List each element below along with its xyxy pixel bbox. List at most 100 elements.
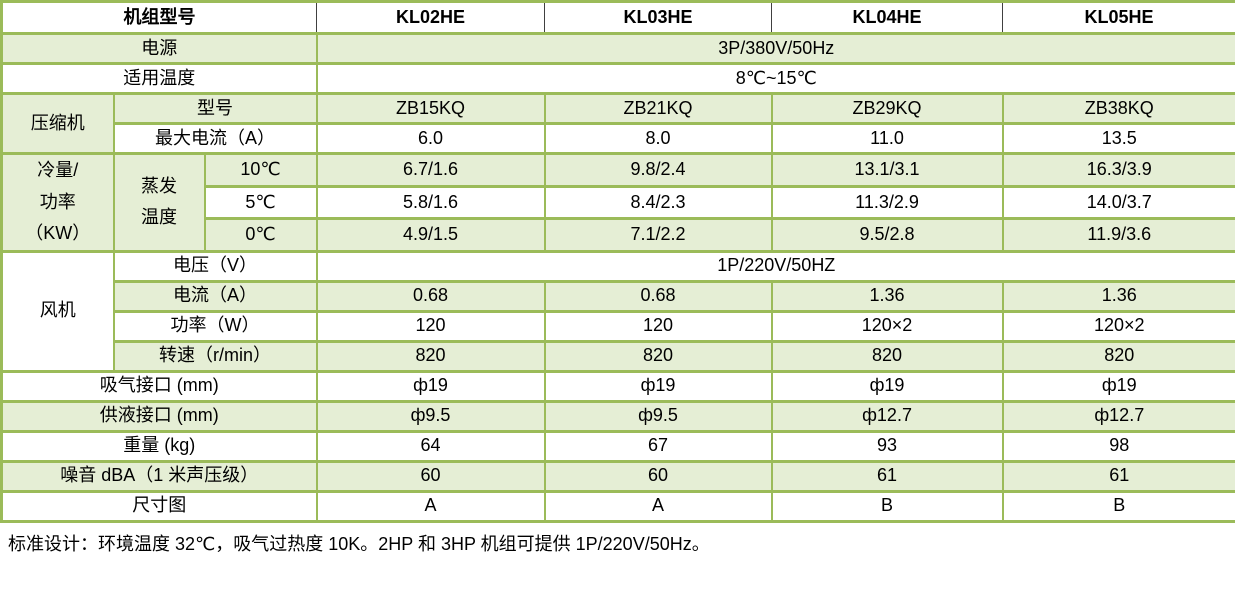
table-row: 冷量/ 功率 （KW） 蒸发 温度 10℃ 6.7/1.6 9.8/2.4 13.1/3.…: [0, 152, 1235, 253]
row-label-applicable-temperature: 适用温度: [0, 62, 318, 95]
value-cell: 11.9/3.6: [1001, 217, 1235, 253]
spec-table-body: 机组型号 KL02HE KL03HE KL04HE KL05HE 电源 3P/380V/50…: [0, 1, 1235, 523]
value-cell: ф19: [770, 369, 1004, 403]
value-cell: 120×2: [1001, 309, 1235, 343]
column-header-kl04he: KL04HE: [771, 1, 1004, 34]
row-label-evaporating-temperature: 蒸发 温度: [112, 152, 206, 253]
table-row: 转速（r/min） 820 820 820 820: [2, 339, 1235, 373]
row-label-dimension-drawing: 尺寸图: [0, 489, 318, 523]
value-cell: 120: [543, 309, 773, 343]
value-cell: 820: [770, 339, 1004, 373]
value-cell: 60: [543, 459, 773, 493]
value-cell: 5.8/1.6: [315, 184, 546, 220]
standard-design-note: 标准设计：环境温度 32℃，吸气过热度 10K。2HP 和 3HP 机组可提供 …: [8, 533, 710, 554]
value-cell: 6.7/1.6: [315, 152, 546, 188]
table-row: 风机 电压（V） 1P/220V/50HZ: [0, 249, 1235, 373]
row-label-cooling-capacity-power: 冷量/ 功率 （KW）: [0, 152, 115, 253]
value-cell: 6.0: [315, 122, 546, 155]
table-row: 重量 (kg) 64 67 93 98: [0, 429, 1235, 463]
table-row: 供液接口 (mm) ф9.5 ф9.5 ф12.7 ф12.7: [0, 399, 1235, 433]
row-label-power-supply: 电源: [0, 32, 318, 65]
column-header-kl03he: KL03HE: [544, 1, 773, 34]
value-cell: ZB29KQ: [770, 92, 1004, 125]
value-cell: 0.68: [543, 279, 773, 313]
value-cell: ZB38KQ: [1001, 92, 1235, 125]
header-row: 机组型号 KL02HE KL03HE KL04HE KL05HE: [0, 1, 1235, 34]
row-label-weight: 重量 (kg): [0, 429, 318, 463]
value-cell: ф9.5: [315, 399, 546, 433]
value-cell: 1P/220V/50HZ: [315, 249, 1235, 283]
value-cell: 7.1/2.2: [543, 217, 773, 253]
value-cell: ZB21KQ: [543, 92, 773, 125]
value-cell: 60: [315, 459, 546, 493]
table-row: 最大电流（A） 6.0 8.0 11.0 13.5: [2, 122, 1235, 155]
spec-table: 机组型号 KL02HE KL03HE KL04HE KL05HE 电源 3P/380V/50…: [0, 0, 1235, 523]
value-cell: 9.8/2.4: [543, 152, 773, 188]
value-cell: 820: [315, 339, 546, 373]
value-cell: ф19: [543, 369, 773, 403]
table-row: 压缩机 型号 ZB15KQ ZB21KQ ZB29KQ ZB38KQ: [0, 92, 1235, 155]
value-cell: 61: [770, 459, 1004, 493]
row-label-fan-speed: 转速（r/min）: [112, 339, 318, 373]
value-cell: 8.4/2.3: [543, 184, 773, 220]
row-label-fan-current: 电流（A）: [112, 279, 318, 313]
table-row: 适用温度 8℃~15℃: [0, 62, 1235, 95]
value-cell: 820: [1001, 339, 1235, 373]
value-cell: B: [1001, 489, 1235, 523]
value-cell: ф19: [1001, 369, 1235, 403]
table-row: 功率（W） 120 120 120×2 120×2: [2, 309, 1235, 343]
value-cell: ZB15KQ: [315, 92, 546, 125]
table-row: 电流（A） 0.68 0.68 1.36 1.36: [2, 279, 1235, 313]
value-cell: ф9.5: [543, 399, 773, 433]
value-cell: 8.0: [543, 122, 773, 155]
value-cell: 13.1/3.1: [770, 152, 1004, 188]
column-header-kl02he: KL02HE: [316, 1, 546, 34]
table-row: 电源 3P/380V/50Hz: [0, 32, 1235, 65]
value-cell: 120: [315, 309, 546, 343]
value-cell: 120×2: [770, 309, 1004, 343]
value-cell: 64: [315, 429, 546, 463]
row-label-max-current: 最大电流（A）: [112, 122, 318, 155]
value-cell: 1.36: [770, 279, 1004, 313]
column-header-unit-model: 机组型号: [0, 1, 318, 34]
value-cell: 11.0: [770, 122, 1004, 155]
value-cell: 4.9/1.5: [315, 217, 546, 253]
table-row: 吸气接口 (mm) ф19 ф19 ф19 ф19: [0, 369, 1235, 403]
value-cell: 8℃~15℃: [315, 62, 1235, 95]
row-label-10c: 10℃: [203, 152, 318, 188]
row-label-0c: 0℃: [203, 217, 318, 253]
table-row: 0℃ 4.9/1.5 7.1/2.2 9.5/2.8 11.9/3.6: [2, 217, 1235, 253]
value-cell: 1.36: [1001, 279, 1235, 313]
value-cell: 820: [543, 339, 773, 373]
value-cell: 14.0/3.7: [1001, 184, 1235, 220]
value-cell: ф12.7: [1001, 399, 1235, 433]
value-cell: 16.3/3.9: [1001, 152, 1235, 188]
row-label-5c: 5℃: [203, 184, 318, 220]
value-cell: A: [315, 489, 546, 523]
row-label-voltage: 电压（V）: [112, 249, 318, 283]
value-cell: 67: [543, 429, 773, 463]
row-label-liquid-supply-port: 供液接口 (mm): [0, 399, 318, 433]
row-label-fan-power: 功率（W）: [112, 309, 318, 343]
value-cell: 11.3/2.9: [770, 184, 1004, 220]
table-row: 尺寸图 A A B B: [0, 489, 1235, 523]
value-cell: A: [543, 489, 773, 523]
value-cell: ф12.7: [770, 399, 1004, 433]
column-header-kl05he: KL05HE: [1002, 1, 1235, 34]
value-cell: 0.68: [315, 279, 546, 313]
value-cell: 93: [770, 429, 1004, 463]
value-cell: 61: [1001, 459, 1235, 493]
value-cell: ф19: [315, 369, 546, 403]
row-label-compressor: 压缩机: [0, 92, 115, 155]
value-cell: 3P/380V/50Hz: [315, 32, 1235, 65]
table-row: 5℃ 5.8/1.6 8.4/2.3 11.3/2.9 14.0/3.7: [2, 184, 1235, 220]
row-label-compressor-model: 型号: [112, 92, 318, 125]
value-cell: 98: [1001, 429, 1235, 463]
row-label-fan: 风机: [0, 249, 115, 373]
table-row: 噪音 dBA（1 米声压级） 60 60 61 61: [0, 459, 1235, 493]
value-cell: B: [770, 489, 1004, 523]
row-label-noise: 噪音 dBA（1 米声压级）: [0, 459, 318, 493]
value-cell: 13.5: [1001, 122, 1235, 155]
row-label-suction-port: 吸气接口 (mm): [0, 369, 318, 403]
value-cell: 9.5/2.8: [770, 217, 1004, 253]
